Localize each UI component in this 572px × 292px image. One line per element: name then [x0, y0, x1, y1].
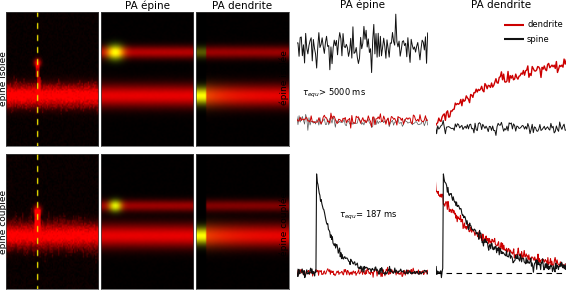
- Text: B: B: [273, 0, 285, 3]
- Text: $\tau_{equ}$= 187 ms: $\tau_{equ}$= 187 ms: [339, 208, 398, 222]
- Y-axis label: épine couplée: épine couplée: [0, 190, 7, 254]
- Title: PA épine: PA épine: [125, 0, 170, 11]
- Text: $\tau_{equ}$> 5000 ms: $\tau_{equ}$> 5000 ms: [302, 87, 366, 100]
- Text: dendrite: dendrite: [527, 20, 563, 29]
- Text: spine: spine: [527, 35, 550, 44]
- Y-axis label: épine isolée: épine isolée: [0, 52, 7, 107]
- Title: PA dendrite: PA dendrite: [471, 0, 531, 10]
- Title: PA dendrite: PA dendrite: [212, 1, 272, 11]
- Text: épine couplée: épine couplée: [279, 192, 288, 256]
- Text: épine isolée: épine isolée: [279, 50, 288, 105]
- Title: PA épine: PA épine: [340, 0, 385, 10]
